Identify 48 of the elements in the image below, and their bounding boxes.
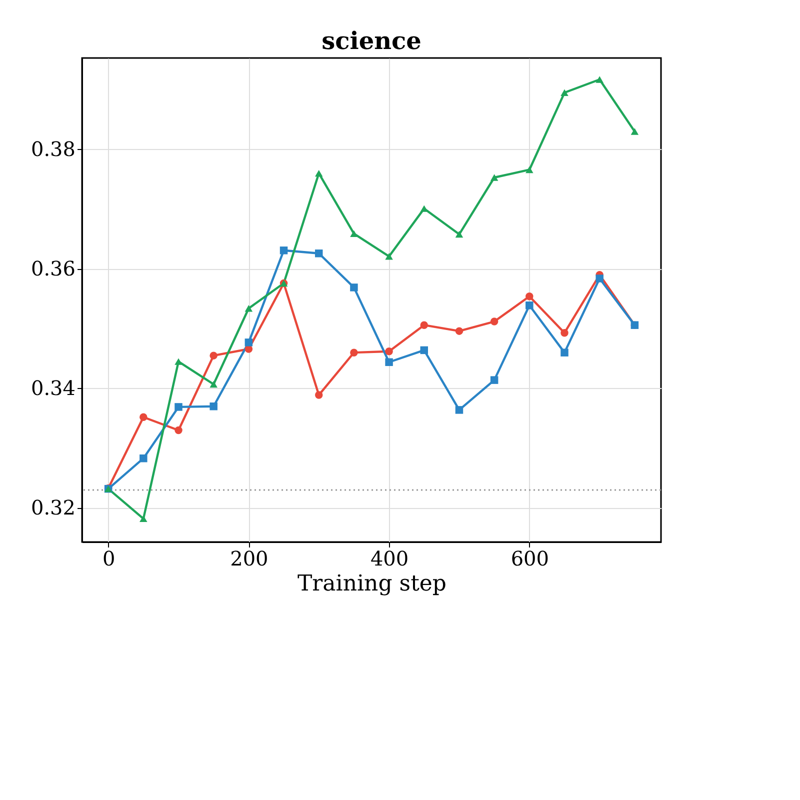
y-tick-label: 0.38 bbox=[30, 136, 76, 161]
point bbox=[174, 358, 182, 365]
point bbox=[350, 230, 358, 238]
point bbox=[526, 166, 534, 174]
x-axis-title: Training step bbox=[297, 572, 447, 596]
point bbox=[490, 174, 498, 181]
x-tick-label: 0 bbox=[102, 546, 116, 570]
point bbox=[314, 170, 323, 177]
point bbox=[244, 338, 253, 346]
point bbox=[174, 403, 182, 411]
point bbox=[420, 321, 428, 329]
point bbox=[385, 253, 393, 260]
point bbox=[210, 380, 218, 388]
x-tick-label: 200 bbox=[230, 546, 268, 570]
point bbox=[420, 346, 428, 354]
point bbox=[526, 292, 534, 300]
point bbox=[560, 348, 568, 356]
point bbox=[560, 329, 568, 337]
point bbox=[490, 376, 498, 384]
point bbox=[455, 406, 464, 414]
x-tick-label: 600 bbox=[510, 546, 550, 570]
point bbox=[314, 391, 323, 399]
y-tick-label: 0.36 bbox=[30, 256, 76, 280]
chart-title: science bbox=[322, 26, 422, 55]
point bbox=[314, 250, 323, 258]
point bbox=[350, 284, 358, 292]
point bbox=[350, 348, 358, 356]
point bbox=[140, 413, 148, 421]
point bbox=[455, 230, 464, 238]
point bbox=[174, 426, 182, 434]
point bbox=[140, 454, 148, 462]
point bbox=[560, 89, 568, 96]
point bbox=[210, 402, 218, 410]
point bbox=[526, 302, 534, 310]
point bbox=[385, 348, 393, 356]
point bbox=[385, 358, 393, 366]
point bbox=[244, 305, 253, 312]
x-tick-label: 400 bbox=[370, 546, 409, 570]
point bbox=[455, 327, 464, 335]
y-tick-label: 0.34 bbox=[30, 376, 76, 400]
point bbox=[596, 76, 604, 83]
point bbox=[210, 352, 218, 360]
point bbox=[140, 515, 148, 522]
point bbox=[490, 318, 498, 326]
point bbox=[630, 128, 639, 135]
point bbox=[596, 274, 604, 282]
point bbox=[280, 246, 288, 254]
y-tick-label: 0.32 bbox=[30, 495, 76, 520]
